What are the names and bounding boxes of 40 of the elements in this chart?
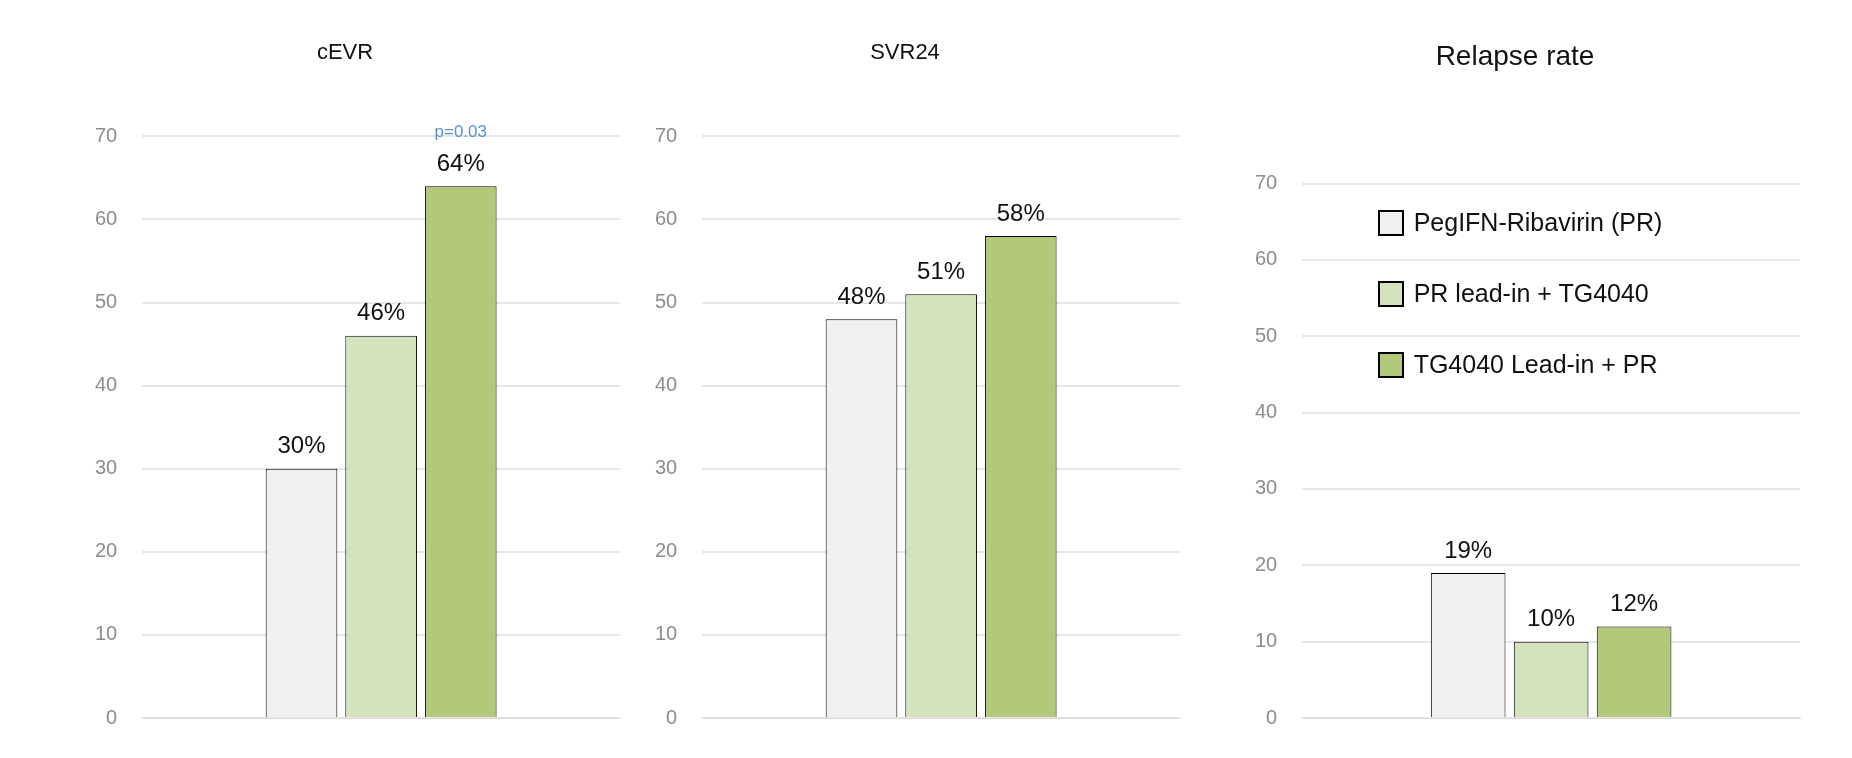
- y-tick-label: 40: [655, 373, 678, 396]
- legend-label: TG4040 Lead-in + PR: [1413, 350, 1658, 379]
- y-tick-label: 50: [655, 290, 678, 313]
- y-tick-label: 40: [1255, 400, 1278, 423]
- y-tick-label: 10: [655, 622, 678, 645]
- data-label: 58%: [996, 198, 1045, 226]
- y-tick-label: 50: [1255, 323, 1278, 346]
- data-label: 51%: [917, 256, 966, 284]
- y-tick-label: 20: [655, 539, 678, 562]
- y-tick-label: 70: [655, 123, 678, 146]
- y-tick-label: 30: [655, 456, 678, 479]
- y-tick-label: 10: [1255, 629, 1278, 652]
- data-label: 30%: [277, 431, 326, 459]
- chart-title: Relapse rate: [1435, 39, 1595, 71]
- data-label: 10%: [1527, 604, 1576, 632]
- y-tick-label: 0: [1266, 705, 1278, 728]
- y-tick-label: 0: [666, 705, 678, 728]
- y-tick-label: 30: [1255, 476, 1278, 499]
- y-tick-label: 70: [95, 123, 118, 146]
- annotation: p=0.03: [434, 121, 487, 141]
- data-label: 46%: [357, 298, 406, 326]
- chart-title: cEVR: [316, 39, 374, 65]
- y-tick-label: 20: [1255, 552, 1278, 575]
- legend-label: PR lead-in + TG4040: [1413, 279, 1649, 308]
- data-label: 48%: [837, 281, 886, 309]
- data-label: 12%: [1610, 589, 1659, 617]
- y-tick-label: 60: [655, 207, 678, 229]
- y-tick-label: 70: [1255, 171, 1278, 194]
- legend-label: PegIFN-Ribavirin (PR): [1413, 208, 1663, 237]
- y-tick-label: 30: [95, 456, 118, 479]
- y-tick-label: 60: [95, 207, 118, 229]
- y-tick-label: 10: [95, 622, 118, 645]
- data-label: 19%: [1444, 535, 1493, 563]
- chart-title: SVR24: [870, 39, 940, 65]
- y-tick-label: 0: [106, 705, 118, 728]
- y-tick-label: 60: [1255, 247, 1278, 270]
- y-tick-label: 40: [95, 373, 118, 396]
- y-tick-label: 50: [95, 290, 118, 313]
- y-tick-label: 20: [95, 539, 118, 562]
- data-label: 64%: [436, 148, 485, 176]
